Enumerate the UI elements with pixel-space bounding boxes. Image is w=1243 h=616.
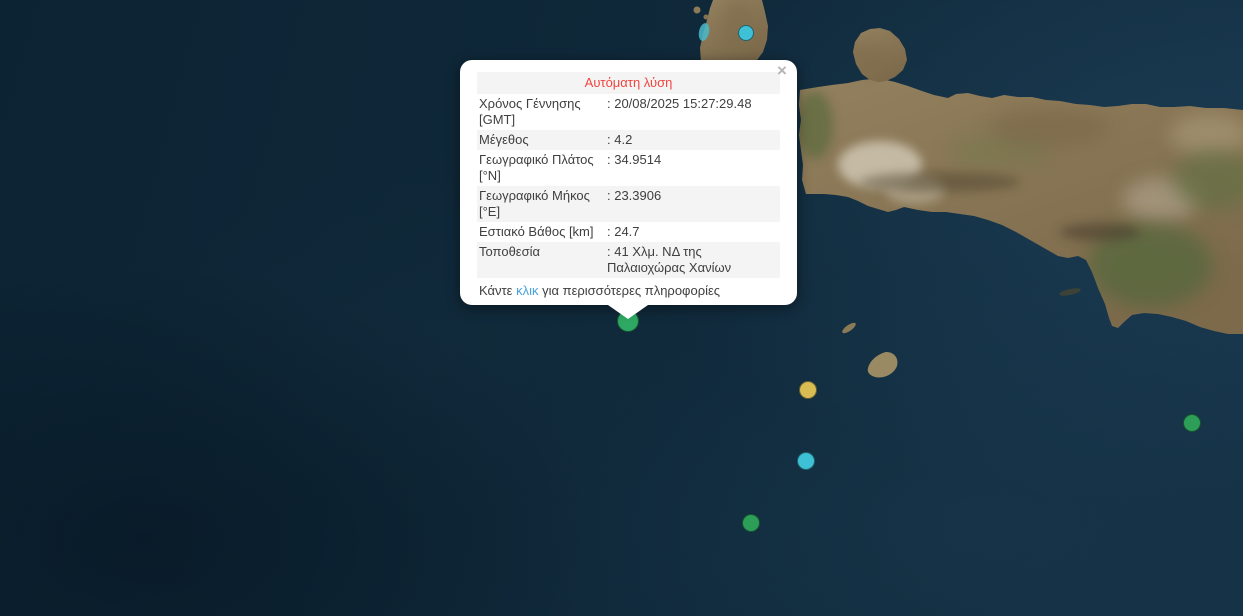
table-row: Τοποθεσία : 41 Χλμ. ΝΔ της Παλαιοχώρας Χ… [477,242,780,278]
gavdopoula-island [842,322,856,334]
row-value: : 4.2 [607,132,633,147]
gavdos-island [867,352,898,378]
table-row: Εστιακό Βάθος [km] : 24.7 [477,222,780,242]
row-value: : 20/08/2025 15:27:29.48 [607,96,752,111]
more-info-link[interactable]: κλικ [516,283,539,298]
row-label: Γεωγραφικό Πλάτος [°N] [479,152,594,183]
row-label: Χρόνος Γέννησης [GMT] [479,96,581,127]
footer-text: για περισσότερες πληροφορίες [538,283,721,298]
table-row: Χρόνος Γέννησης [GMT] : 20/08/2025 15:27… [477,94,780,130]
popup-footer: Κάντε κλικ για περισσότερες πληροφορίες [477,278,780,299]
row-value: : 23.3906 [607,188,662,203]
south-islet [1059,288,1081,296]
row-label: Τοποθεσία [479,244,541,259]
gramvousa-islet-2 [703,14,709,20]
row-label: Εστιακό Βάθος [km] [479,224,594,239]
footer-text: Κάντε [479,283,517,298]
table-row: Γεωγραφικό Μήκος [°E] : 23.3906 [477,186,780,222]
popup-tail [608,305,648,319]
row-value: : 24.7 [607,224,640,239]
row-value: : 41 Χλμ. ΝΔ της Παλαιοχώρας Χανίων [607,244,732,275]
row-value: : 34.9514 [607,152,662,167]
event-popup: × Αυτόματη λύση Χρόνος Γέννησης [GMT] : … [460,60,797,319]
row-label: Γεωγραφικό Μήκος [°E] [479,188,590,219]
earthquake-marker[interactable] [742,514,760,532]
popup-title: Αυτόματη λύση [477,72,780,94]
earthquake-marker[interactable] [1183,414,1201,432]
table-row: Γεωγραφικό Πλάτος [°N] : 34.9514 [477,150,780,186]
gramvousa-islet [693,6,701,14]
table-row: Μέγεθος : 4.2 [477,130,780,150]
row-label: Μέγεθος [479,132,529,147]
balos-lagoon [698,23,710,41]
event-details-table: Χρόνος Γέννησης [GMT] : 20/08/2025 15:27… [477,94,780,278]
earthquake-marker[interactable] [799,381,817,399]
close-icon[interactable]: × [777,61,787,80]
earthquake-marker[interactable] [797,452,815,470]
earthquake-marker[interactable] [738,25,754,41]
